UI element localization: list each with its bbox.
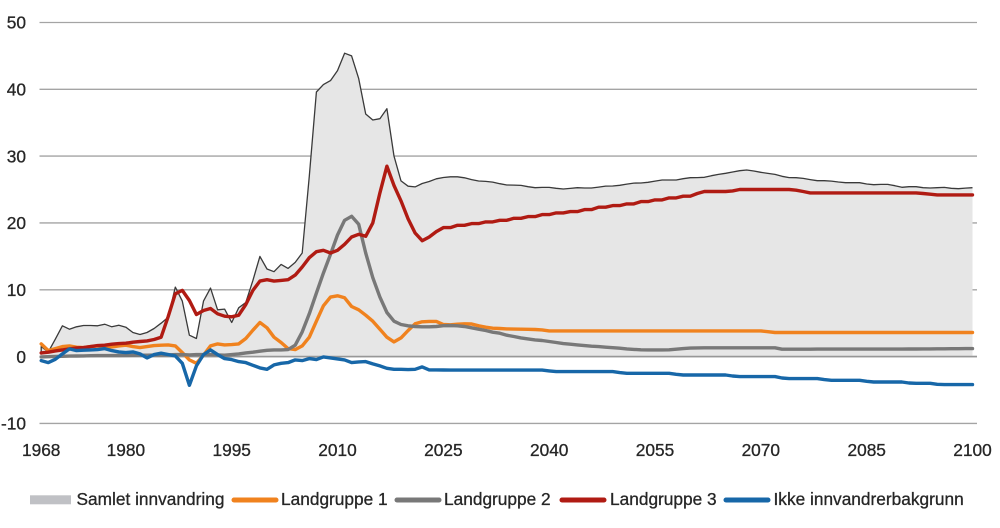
svg-text:2010: 2010 (318, 440, 356, 460)
svg-text:10: 10 (7, 280, 26, 300)
svg-text:2040: 2040 (530, 440, 568, 460)
svg-text:1968: 1968 (22, 440, 60, 460)
svg-text:2070: 2070 (742, 440, 780, 460)
svg-text:50: 50 (7, 13, 26, 33)
svg-text:2100: 2100 (953, 440, 991, 460)
svg-text:0: 0 (16, 347, 26, 367)
svg-text:Ikke innvandrerbakgrunn: Ikke innvandrerbakgrunn (774, 489, 964, 509)
svg-text:2085: 2085 (847, 440, 885, 460)
svg-text:2055: 2055 (636, 440, 674, 460)
svg-text:2025: 2025 (424, 440, 462, 460)
svg-text:30: 30 (7, 146, 26, 166)
svg-text:Landgruppe 2: Landgruppe 2 (444, 489, 551, 509)
svg-text:Landgruppe 1: Landgruppe 1 (281, 489, 388, 509)
svg-text:1980: 1980 (107, 440, 145, 460)
svg-text:1995: 1995 (212, 440, 250, 460)
svg-text:20: 20 (7, 213, 26, 233)
svg-text:-10: -10 (1, 414, 26, 434)
svg-text:40: 40 (7, 80, 26, 100)
svg-text:Samlet innvandring: Samlet innvandring (77, 489, 225, 509)
svg-text:Landgruppe 3: Landgruppe 3 (610, 489, 717, 509)
